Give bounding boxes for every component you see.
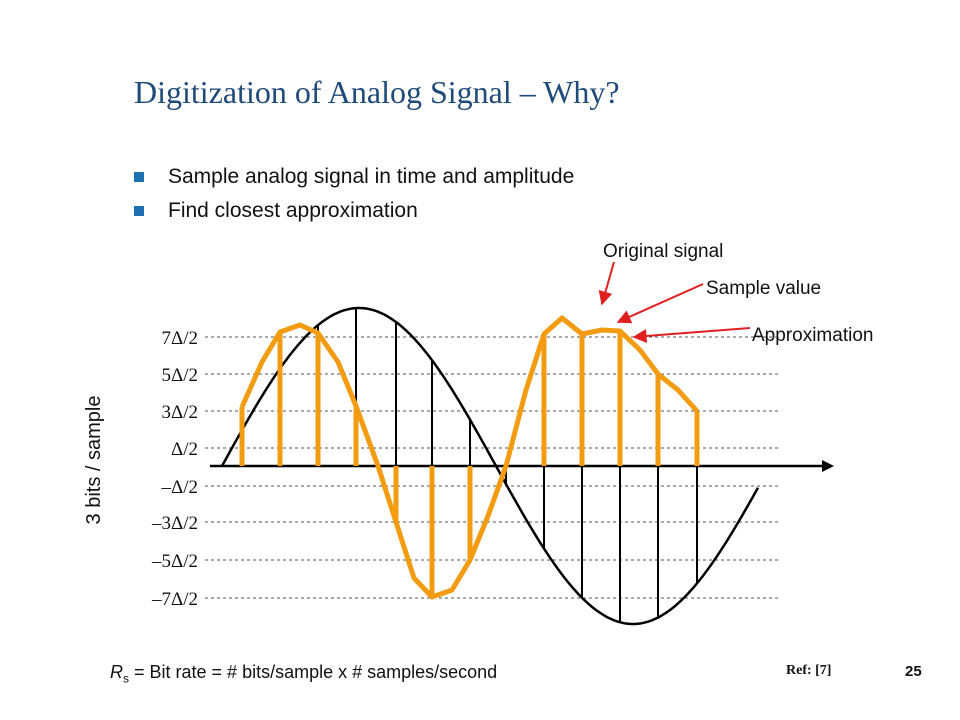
level-label: 5Δ/2 (162, 365, 199, 386)
level-label: –7Δ/2 (151, 589, 198, 610)
bullet-item: Sample analog signal in time and amplitu… (134, 160, 574, 194)
slide-title: Digitization of Analog Signal – Why? (134, 74, 620, 110)
level-label: Δ/2 (171, 439, 198, 460)
bullet-marker-icon (134, 206, 144, 216)
bullet-text: Sample analog signal in time and amplitu… (168, 165, 575, 188)
quantization-grid (205, 336, 780, 599)
annotation-approximation: Approximation (752, 325, 873, 346)
reference-label: Ref: [7] (786, 663, 832, 678)
level-label: 3Δ/2 (162, 402, 199, 423)
formula-text: = Bit rate = # bits/sample x # samples/s… (129, 662, 498, 682)
formula-subscript: s (123, 671, 129, 686)
level-labels: 7Δ/2 5Δ/2 3Δ/2 Δ/2 –Δ/2 –3Δ/2 –5Δ/2 –7Δ/2 (151, 328, 198, 610)
bullet-list: Sample analog signal in time and amplitu… (134, 160, 574, 228)
formula-symbol: R (110, 662, 123, 682)
bullet-marker-icon (134, 172, 144, 182)
page-number: 25 (905, 663, 922, 680)
approximation-curve (239, 315, 699, 600)
bullet-text: Find closest approximation (168, 199, 418, 222)
annotation-arrows (598, 261, 751, 344)
annotation-original-signal: Original signal (603, 241, 723, 262)
time-axis (210, 460, 834, 472)
sample-lines (239, 308, 700, 623)
annotation-sample-value: Sample value (706, 278, 821, 299)
level-label: –5Δ/2 (151, 551, 198, 572)
bit-rate-formula: Rs = Bit rate = # bits/sample x # sample… (110, 662, 497, 686)
level-label: –Δ/2 (161, 477, 199, 498)
bullet-item: Find closest approximation (134, 194, 574, 228)
axis-arrow-icon (822, 460, 834, 472)
y-axis-label: 3 bits / sample (83, 396, 105, 525)
level-label: –3Δ/2 (151, 513, 198, 534)
level-label: 7Δ/2 (162, 328, 199, 349)
